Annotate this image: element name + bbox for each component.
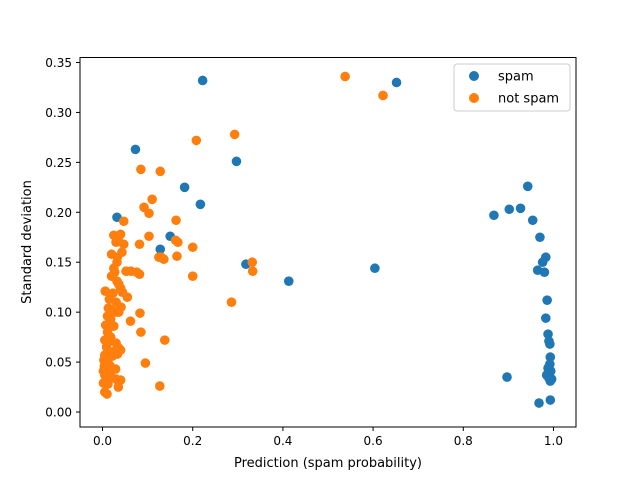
point-not-spam: [135, 308, 145, 318]
point-spam: [545, 395, 556, 405]
point-spam: [130, 144, 141, 155]
y-tick-label: 0.00: [45, 406, 72, 420]
point-not-spam: [155, 166, 166, 177]
point-spam: [197, 75, 208, 86]
point-not-spam: [100, 286, 111, 296]
point-not-spam: [229, 129, 240, 140]
x-tick-label: 0.2: [183, 434, 202, 448]
legend-label-not-spam: not spam: [498, 92, 559, 107]
y-tick-label: 0.25: [45, 156, 72, 170]
point-not-spam: [122, 292, 133, 302]
point-not-spam: [159, 254, 169, 265]
point-spam: [502, 372, 512, 382]
point-spam: [231, 156, 242, 167]
x-tick-label: 0.4: [273, 434, 292, 448]
point-not-spam: [144, 231, 154, 242]
point-not-spam: [147, 194, 157, 205]
point-not-spam: [187, 271, 198, 282]
point-not-spam: [172, 251, 182, 262]
point-not-spam: [111, 237, 121, 248]
y-tick-label: 0.10: [45, 306, 72, 320]
point-not-spam: [118, 216, 129, 227]
point-spam: [545, 339, 555, 349]
point-spam: [540, 313, 551, 323]
point-not-spam: [378, 90, 388, 101]
point-spam: [527, 215, 538, 226]
point-not-spam: [118, 239, 129, 250]
legend-marker-spam: [469, 71, 479, 81]
point-spam: [489, 210, 499, 221]
y-tick-label: 0.30: [45, 106, 72, 120]
point-not-spam: [155, 381, 165, 391]
legend-marker-not-spam: [469, 93, 479, 103]
x-axis-label: Prediction (spam probability): [234, 456, 422, 471]
x-tick-label: 0.0: [93, 434, 112, 448]
x-tick-label: 0.6: [364, 434, 383, 448]
y-tick-label: 0.35: [45, 56, 72, 70]
point-not-spam: [134, 239, 145, 250]
y-axis-ticks: 0.00 0.05 0.10 0.15 0.20 0.25 0.30 0.35: [45, 56, 80, 420]
legend-box: [453, 63, 571, 112]
point-spam: [535, 232, 545, 243]
point-not-spam: [187, 242, 198, 253]
legend-label-spam: spam: [498, 70, 534, 85]
point-not-spam: [112, 349, 123, 359]
point-not-spam: [125, 316, 136, 326]
point-spam: [522, 181, 533, 192]
y-tick-label: 0.15: [45, 256, 72, 270]
point-spam: [534, 398, 544, 408]
y-axis-label: Standard deviation: [20, 180, 35, 304]
point-not-spam: [173, 237, 183, 248]
point-not-spam: [140, 358, 151, 368]
point-not-spam: [340, 71, 350, 82]
y-tick-label: 0.20: [45, 206, 72, 220]
legend: spam not spam: [453, 63, 571, 112]
point-spam: [283, 276, 294, 287]
point-not-spam: [136, 164, 146, 175]
point-not-spam: [109, 321, 119, 331]
point-spam: [545, 352, 556, 362]
y-tick-label: 0.05: [45, 356, 72, 370]
point-not-spam: [102, 389, 112, 399]
point-spam: [545, 376, 556, 386]
point-spam: [537, 257, 548, 268]
point-not-spam: [159, 335, 170, 345]
point-not-spam: [226, 297, 237, 307]
point-not-spam: [136, 327, 146, 337]
x-tick-label: 0.8: [454, 434, 473, 448]
point-spam: [391, 77, 402, 88]
point-not-spam: [134, 269, 145, 280]
point-spam: [543, 329, 553, 339]
point-spam: [515, 203, 526, 214]
point-not-spam: [144, 208, 154, 219]
point-not-spam: [110, 364, 121, 374]
point-spam: [370, 263, 380, 274]
point-spam: [542, 295, 552, 305]
point-spam: [504, 204, 515, 215]
point-spam: [539, 267, 550, 278]
point-spam: [195, 199, 206, 210]
point-not-spam: [247, 257, 258, 268]
point-not-spam: [103, 379, 113, 389]
point-not-spam: [113, 382, 124, 392]
point-not-spam: [113, 307, 124, 317]
x-axis-ticks: 0.0 0.2 0.4 0.6 0.8 1.0: [93, 427, 563, 448]
point-not-spam: [191, 135, 202, 146]
point-spam: [155, 244, 166, 255]
x-tick-label: 1.0: [544, 434, 563, 448]
plot-frame: [79, 57, 577, 428]
point-spam: [179, 182, 190, 193]
point-not-spam: [171, 215, 181, 226]
data-points: [98, 71, 557, 408]
point-not-spam: [247, 266, 258, 277]
